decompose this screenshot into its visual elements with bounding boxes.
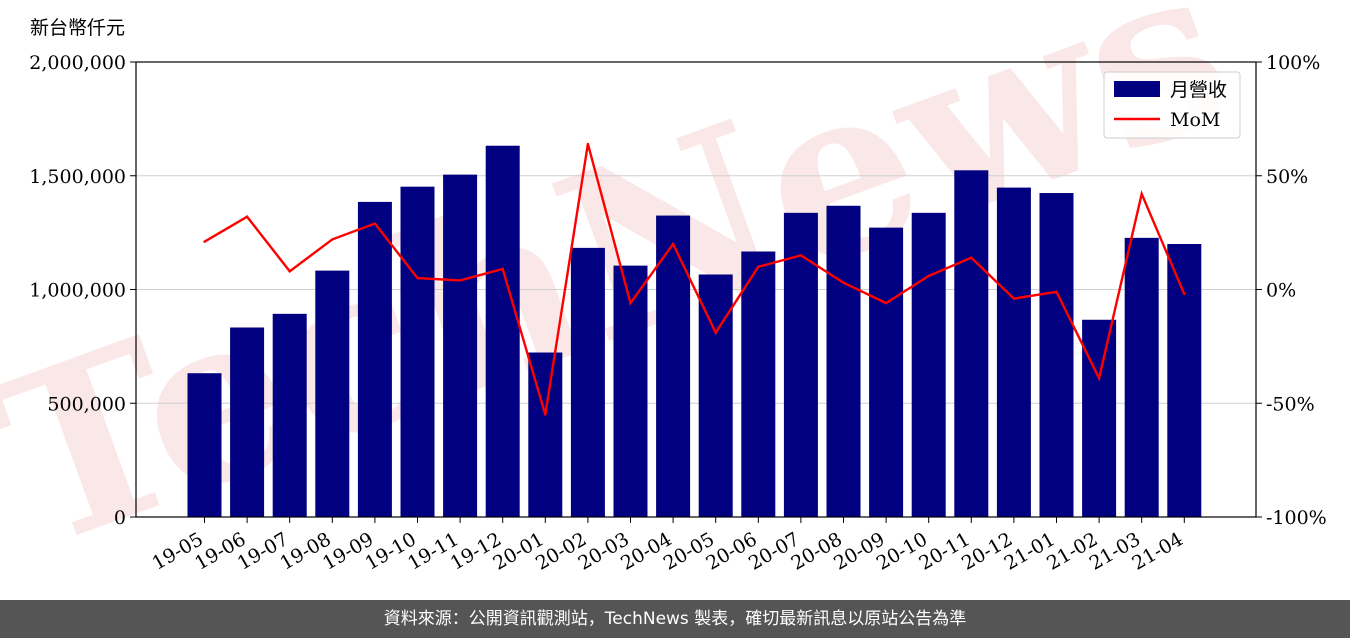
mom-point-20-12 <box>1012 297 1016 300</box>
mom-point-20-05 <box>714 331 717 334</box>
bar-19-12 <box>485 145 520 517</box>
bar-20-03 <box>613 265 648 517</box>
y-right-tick-label: 50% <box>1266 166 1308 188</box>
bar-19-05 <box>187 373 222 517</box>
bar-19-09 <box>357 201 392 517</box>
mom-line-series <box>203 142 1186 416</box>
mom-point-19-06 <box>245 215 249 218</box>
bar-20-08 <box>826 205 861 517</box>
y-left-tick-label: 0 <box>114 507 126 529</box>
bar-20-12 <box>996 187 1031 517</box>
mom-point-19-10 <box>416 276 419 280</box>
y-left-tick-label: 1,500,000 <box>29 166 126 188</box>
mom-point-21-02 <box>1097 377 1101 380</box>
y-right-tick-label: 100% <box>1266 52 1320 74</box>
mom-line <box>203 143 1186 415</box>
mom-point-20-06 <box>757 265 760 268</box>
mom-point-19-07 <box>288 270 291 273</box>
mom-point-19-12 <box>501 267 504 271</box>
y-right-tick-label: -100% <box>1266 507 1327 529</box>
bar-19-11 <box>443 174 478 518</box>
chart-area: TechNews 0500,0001,000,0001,500,0002,000… <box>0 0 1327 600</box>
mom-point-20-03 <box>629 301 632 305</box>
mom-point-21-03 <box>1140 192 1143 196</box>
bar-19-07 <box>272 313 307 517</box>
mom-point-19-09 <box>373 222 377 225</box>
bar-21-02 <box>1082 319 1117 517</box>
mom-point-20-02 <box>586 142 590 146</box>
mom-point-19-11 <box>458 279 462 282</box>
legend-swatch-bar <box>1114 81 1160 97</box>
mom-point-19-05 <box>203 240 206 243</box>
bar-21-04 <box>1167 244 1202 517</box>
mom-point-20-01 <box>544 413 547 416</box>
revenue-chart: TechNews 0500,0001,000,0001,500,0002,000… <box>0 0 1327 600</box>
bar-20-02 <box>570 247 605 517</box>
mom-point-20-04 <box>671 242 675 246</box>
y-left-tick-label: 1,000,000 <box>29 280 126 302</box>
mom-point-20-10 <box>927 274 930 278</box>
bar-20-11 <box>954 170 989 518</box>
bar-20-10 <box>911 212 946 517</box>
y-left-tick-label: 500,000 <box>47 393 126 415</box>
mom-point-21-01 <box>1055 290 1058 293</box>
y-unit-label: 新台幣仟元 <box>30 17 125 39</box>
mom-point-21-04 <box>1183 292 1186 296</box>
mom-point-19-08 <box>331 238 334 241</box>
bar-20-05 <box>698 274 733 517</box>
bar-20-06 <box>741 251 776 517</box>
bar-19-08 <box>315 270 350 517</box>
mom-point-20-11 <box>970 256 973 259</box>
y-right-tick-label: -50% <box>1266 393 1315 415</box>
bar-20-09 <box>869 227 904 517</box>
bar-21-01 <box>1039 193 1074 518</box>
bar-19-06 <box>230 327 265 517</box>
mom-point-20-09 <box>884 301 888 305</box>
legend: 月營收 MoM <box>1103 71 1241 139</box>
mom-point-20-07 <box>799 254 803 257</box>
legend-label-mom: MoM <box>1170 109 1220 131</box>
y-right-tick-label: 0% <box>1266 280 1296 302</box>
bar-21-03 <box>1124 237 1159 518</box>
bars-series <box>187 145 1202 518</box>
mom-point-20-08 <box>842 281 845 284</box>
y-left-tick-label: 2,000,000 <box>29 52 126 74</box>
bar-19-10 <box>400 186 435 518</box>
legend-label-revenue: 月營收 <box>1170 79 1227 101</box>
footer-source: 資料來源：公開資訊觀測站，TechNews 製表，確切最新訊息以原站公告為準 <box>0 600 1350 638</box>
